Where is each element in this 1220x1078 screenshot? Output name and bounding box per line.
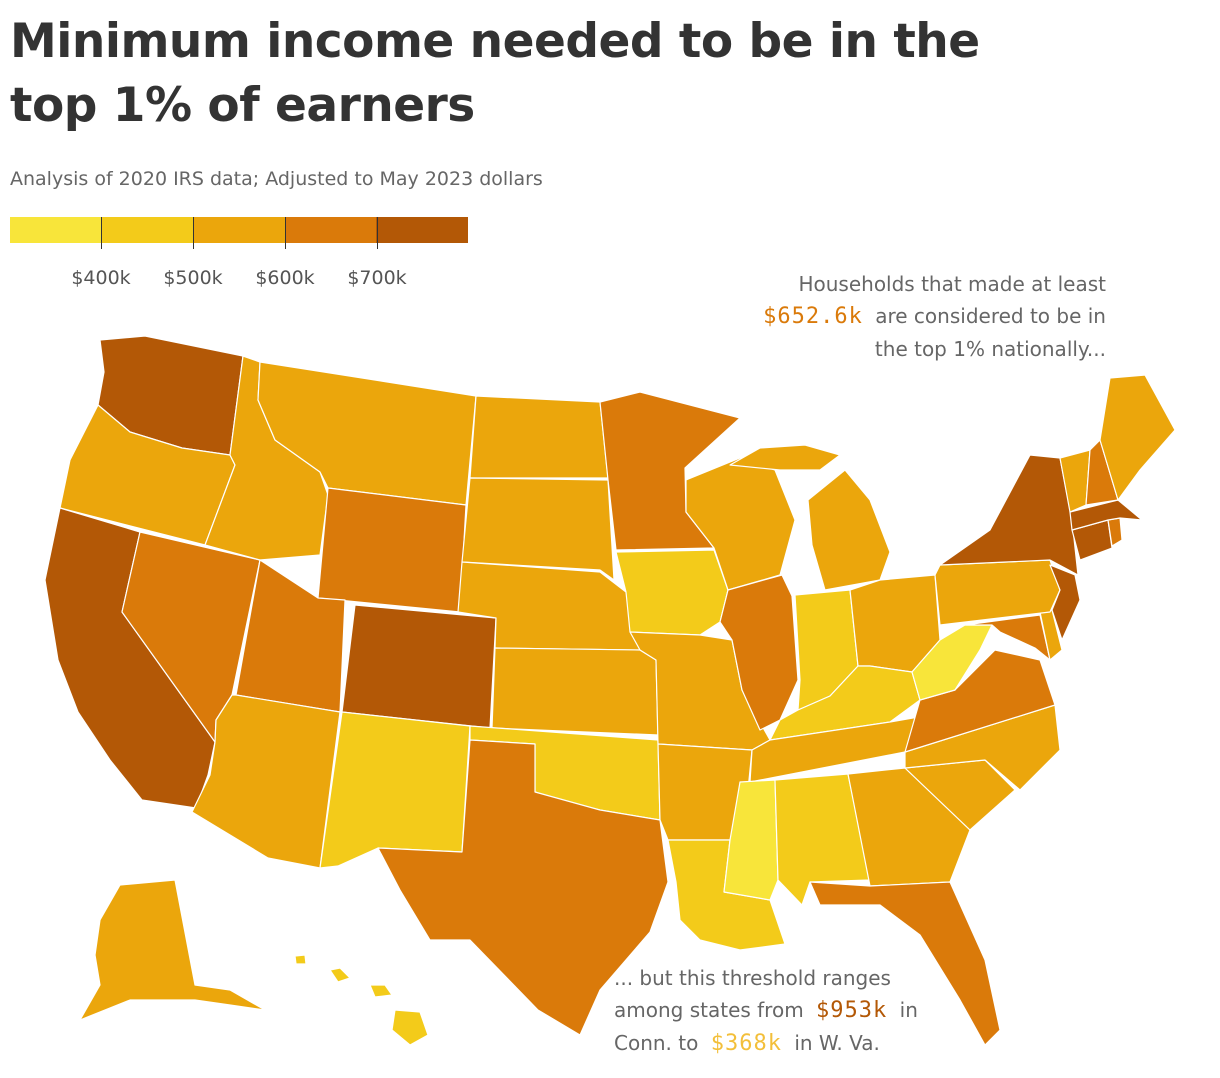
state-illinois[interactable]	[719, 574, 799, 731]
annotation-line: are considered to be in	[875, 304, 1106, 328]
state-michigan[interactable]	[807, 469, 891, 591]
legend-tick-label: $600k	[255, 267, 315, 289]
page-title: Minimum income needed to be in the top 1…	[10, 14, 980, 133]
state-wyoming[interactable]	[317, 487, 467, 613]
state-new-york[interactable]	[939, 454, 1079, 576]
color-legend: $400k $500k $600k $700k	[10, 217, 468, 297]
state-kansas[interactable]	[491, 647, 659, 736]
state-maryland[interactable]	[964, 614, 1051, 661]
legend-tick-label: $500k	[163, 267, 223, 289]
state-utah[interactable]	[235, 559, 346, 713]
state-iowa[interactable]	[615, 549, 729, 636]
national-threshold-value: $652.6k	[763, 304, 863, 329]
state-texas[interactable]	[377, 739, 669, 1036]
state-colorado[interactable]	[341, 604, 497, 729]
annotation-line: Households that made at least	[798, 272, 1106, 296]
legend-tick-label: $700k	[347, 267, 407, 289]
state-new-mexico[interactable]	[319, 711, 471, 869]
state-alaska[interactable]	[79, 879, 266, 1021]
lowest-threshold-value: $368k	[710, 1031, 782, 1056]
legend-color-bin	[10, 217, 102, 243]
national-threshold-annotation: Households that made at least $652.6k ar…	[686, 268, 1106, 365]
state-hawaii[interactable]	[391, 1009, 429, 1046]
legend-tick	[377, 217, 378, 249]
annotation-line: the top 1% nationally...	[874, 337, 1106, 361]
state-georgia[interactable]	[847, 767, 971, 887]
highest-threshold-value: $953k	[816, 998, 888, 1023]
annotation-line: ... but this threshold ranges	[614, 966, 891, 990]
annotation-line: in W. Va.	[794, 1031, 880, 1055]
legend-tick-label: $400k	[71, 267, 131, 289]
annotation-line: among states from	[614, 998, 804, 1022]
legend-tick	[101, 217, 102, 249]
state-michigan-upper[interactable]	[729, 444, 841, 471]
annotation-line: Conn. to	[614, 1031, 699, 1055]
legend-color-bin	[376, 217, 468, 243]
legend-color-bin	[284, 217, 377, 243]
state-hawaii-islands[interactable]	[369, 984, 393, 998]
legend-tick	[193, 217, 194, 249]
state-hawaii-islands[interactable]	[329, 967, 351, 983]
state-new-jersey[interactable]	[1049, 564, 1081, 641]
state-hawaii-islands[interactable]	[294, 954, 307, 965]
annotation-line: in	[899, 998, 918, 1022]
state-arizona[interactable]	[191, 694, 341, 869]
state-maine[interactable]	[1099, 374, 1176, 501]
state-west-virginia[interactable]	[911, 624, 993, 701]
state-north-dakota[interactable]	[469, 395, 609, 479]
legend-color-bin	[101, 217, 194, 243]
state-south-dakota[interactable]	[461, 477, 615, 581]
legend-tick	[285, 217, 286, 249]
page-subtitle: Analysis of 2020 IRS data; Adjusted to M…	[10, 168, 543, 190]
state-florida[interactable]	[809, 881, 1001, 1046]
legend-color-bin	[193, 217, 285, 243]
state-range-annotation: ... but this threshold ranges among stat…	[614, 962, 974, 1060]
